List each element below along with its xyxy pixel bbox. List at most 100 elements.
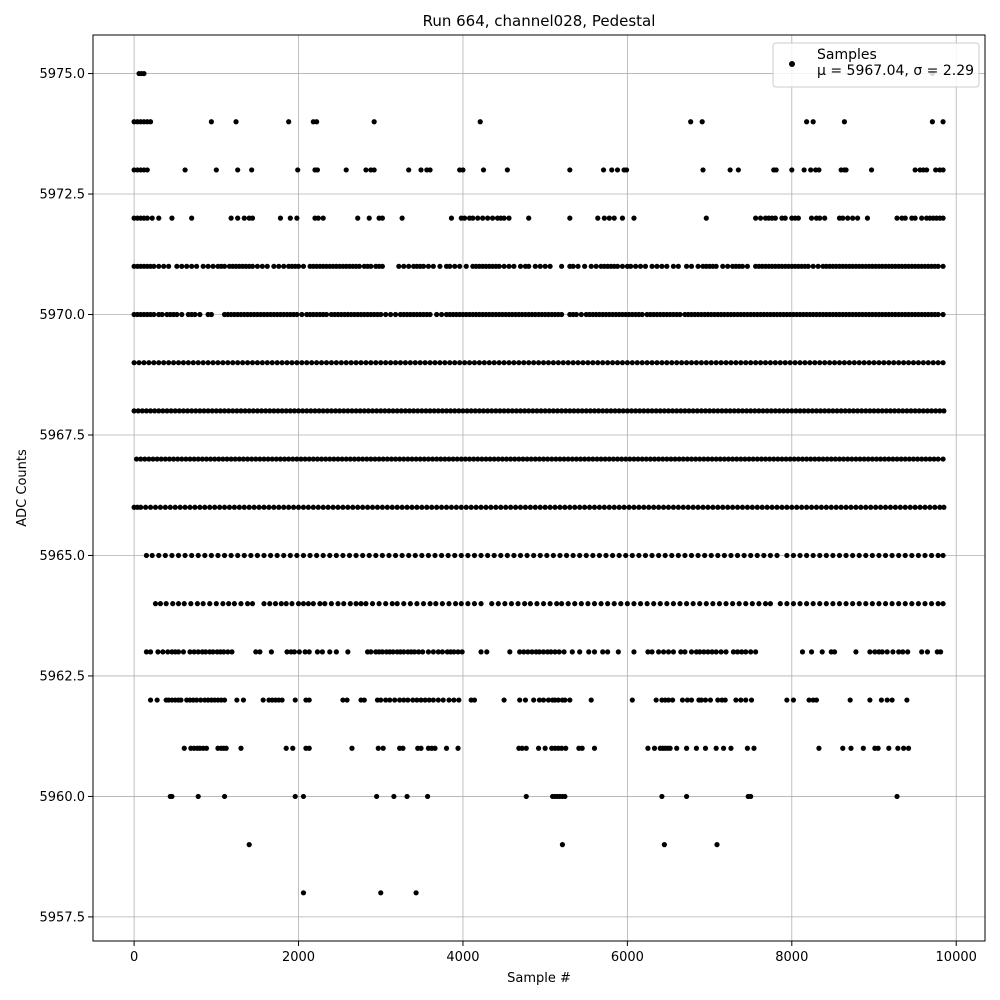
data-point — [559, 842, 566, 848]
data-point — [419, 408, 425, 414]
data-point — [208, 552, 214, 559]
data-point — [461, 215, 468, 221]
data-point — [559, 745, 565, 751]
data-point — [249, 456, 255, 462]
data-point — [922, 552, 928, 559]
data-point — [738, 360, 744, 366]
data-point — [143, 552, 150, 559]
data-point — [238, 745, 244, 751]
data-point — [380, 745, 386, 751]
data-point — [397, 697, 403, 703]
data-point — [341, 601, 347, 607]
data-point — [260, 697, 266, 703]
data-point — [373, 552, 379, 559]
data-point — [438, 311, 445, 318]
data-point — [379, 215, 385, 221]
data-point — [360, 504, 366, 510]
data-point — [200, 601, 206, 607]
data-point — [378, 890, 384, 896]
data-point — [567, 215, 573, 221]
data-point — [560, 360, 566, 366]
data-point — [161, 360, 167, 366]
data-point — [542, 504, 548, 510]
data-point — [392, 552, 399, 559]
data-point — [363, 360, 369, 366]
data-point — [423, 408, 429, 414]
data-point — [582, 504, 588, 510]
data-point — [170, 456, 177, 462]
data-point — [807, 360, 813, 366]
data-point — [427, 408, 433, 414]
data-point — [744, 504, 751, 510]
data-point — [940, 119, 946, 125]
data-point — [896, 601, 902, 607]
data-point — [567, 504, 573, 510]
data-point — [567, 408, 573, 414]
data-point — [816, 456, 822, 462]
data-point — [889, 697, 895, 703]
data-point — [420, 263, 427, 269]
data-point — [703, 601, 709, 607]
data-point — [504, 167, 510, 173]
data-point — [884, 697, 890, 703]
plot-frame — [92, 34, 986, 942]
data-point — [559, 311, 565, 318]
data-point — [743, 649, 749, 655]
data-point — [603, 552, 609, 559]
data-point — [302, 649, 308, 655]
data-point — [397, 360, 404, 366]
data-point — [317, 601, 323, 607]
data-point — [715, 408, 721, 414]
data-point — [611, 601, 617, 607]
data-point — [875, 408, 881, 414]
data-point — [188, 601, 194, 607]
data-point — [420, 601, 427, 607]
data-point — [226, 601, 232, 607]
data-point — [471, 697, 478, 703]
data-point — [531, 552, 537, 559]
data-point — [295, 167, 301, 173]
data-point — [341, 408, 347, 414]
data-point — [376, 456, 382, 462]
data-point — [700, 504, 706, 510]
data-point — [230, 408, 236, 414]
data-point — [498, 552, 504, 559]
data-point — [694, 408, 700, 414]
data-point — [777, 601, 783, 607]
data-point — [631, 215, 637, 221]
data-point — [846, 408, 852, 414]
data-point — [736, 601, 742, 607]
data-point — [748, 552, 754, 559]
data-point — [762, 601, 769, 607]
data-point — [314, 119, 320, 125]
data-point — [511, 552, 517, 559]
data-point — [319, 649, 325, 655]
data-point — [905, 360, 912, 366]
data-point — [657, 601, 663, 607]
data-point — [438, 456, 444, 462]
data-point — [748, 649, 754, 655]
data-point — [858, 504, 864, 510]
data-point — [389, 504, 395, 510]
data-point — [563, 552, 570, 559]
data-point — [935, 311, 941, 318]
data-point — [605, 649, 611, 655]
data-point — [464, 408, 470, 414]
data-point — [547, 504, 553, 510]
data-point — [442, 456, 448, 462]
data-point — [843, 504, 849, 510]
data-point — [371, 167, 377, 173]
data-point — [698, 360, 704, 366]
data-point — [451, 697, 457, 703]
data-point — [901, 360, 907, 366]
data-point — [748, 793, 754, 800]
data-point — [683, 793, 690, 800]
data-point — [224, 456, 230, 462]
data-point — [587, 408, 593, 414]
data-point — [544, 552, 550, 559]
data-point — [744, 745, 751, 751]
data-point — [591, 649, 598, 655]
data-point — [629, 697, 635, 703]
data-point — [647, 456, 653, 462]
data-point — [417, 360, 423, 366]
